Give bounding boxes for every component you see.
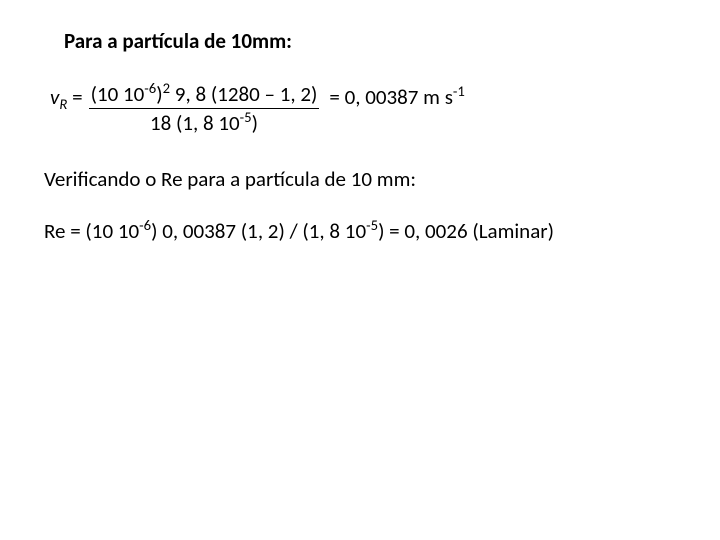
line-re: Re = (10 10-6) 0, 00387 (1, 2) / (1, 8 1… bbox=[44, 218, 680, 245]
rhs-eq: = 0, 00387 m s bbox=[329, 84, 453, 110]
den-b: ) bbox=[252, 110, 258, 136]
heading-mu: m bbox=[252, 28, 269, 54]
num-a-sq: 2 bbox=[163, 79, 170, 97]
fraction-denominator: 18 (1, 8 10-5) bbox=[89, 109, 320, 136]
rhs-exp: -1 bbox=[453, 82, 465, 100]
heading-text-pre: Para a partícula de 10 bbox=[64, 28, 252, 54]
re-exp1: -6 bbox=[139, 216, 151, 234]
num-a-exp: -6 bbox=[144, 79, 156, 97]
re-c: ) = 0, 0026 (Laminar) bbox=[378, 218, 554, 244]
equation-lhs: vR = bbox=[50, 82, 83, 110]
re-exp2: -5 bbox=[366, 216, 378, 234]
den-a: 18 (1, 8 10 bbox=[150, 110, 240, 136]
num-a: (10 10 bbox=[91, 81, 145, 107]
equals: = bbox=[67, 84, 82, 110]
fraction-numerator: (10 10-6)2 9, 8 (1280 – 1, 2) bbox=[89, 82, 320, 109]
re-a: Re = (10 10 bbox=[44, 218, 139, 244]
fraction: (10 10-6)2 9, 8 (1280 – 1, 2) 18 (1, 8 1… bbox=[89, 82, 320, 136]
line-verif: Verificando o Re para a partícula de 10 … bbox=[44, 166, 680, 193]
num-gap: 9, 8 (1280 – 1, 2) bbox=[170, 81, 317, 107]
den-exp: -5 bbox=[240, 108, 252, 126]
equation-vr: vR = (10 10-6)2 9, 8 (1280 – 1, 2) 18 (1… bbox=[50, 82, 680, 136]
verif-pre: Verificando o Re para a partícula de 10 bbox=[44, 166, 377, 192]
re-b: ) 0, 00387 (1, 2) / (1, 8 10 bbox=[151, 218, 366, 244]
heading: Para a partícula de 10mm: bbox=[64, 28, 680, 54]
page: Para a partícula de 10mm: vR = (10 10-6)… bbox=[0, 0, 720, 245]
var-v: v bbox=[50, 84, 59, 110]
verif-mu: m bbox=[377, 166, 394, 192]
verif-post: m: bbox=[394, 166, 416, 192]
heading-unit: m: bbox=[269, 28, 292, 54]
equation-rhs: = 0, 00387 m s-1 bbox=[329, 82, 465, 110]
